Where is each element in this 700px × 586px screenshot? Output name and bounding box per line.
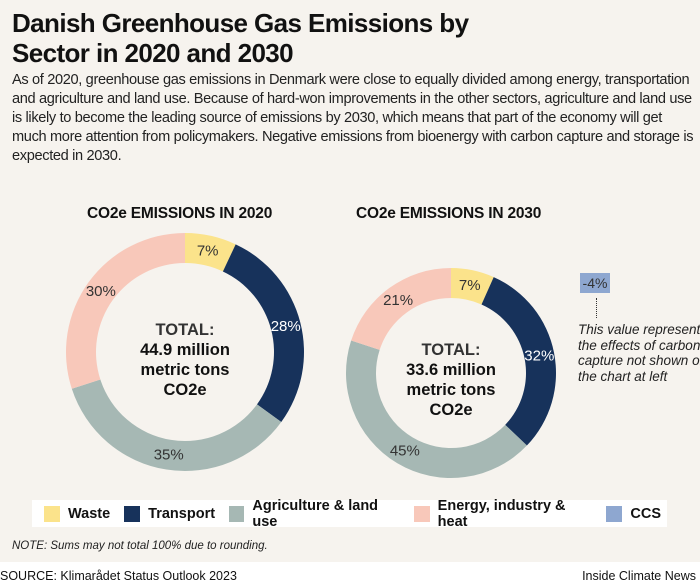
intro-text: As of 2020, greenhouse gas emissions in … <box>12 72 694 164</box>
legend-label: Transport <box>148 505 216 522</box>
legend: Waste Transport Agriculture & land use Ener… <box>32 498 667 530</box>
total-label: TOTAL: <box>155 321 215 339</box>
legend-swatch <box>414 505 430 522</box>
legend-swatch <box>44 505 60 522</box>
ccs-value-box: -4% <box>580 273 610 293</box>
legend-item-agriculture-land-use: Agriculture & land use <box>229 498 400 530</box>
page-title: Danish Greenhouse Gas Emissions by Secto… <box>12 8 469 68</box>
segment-label-agriculture-land-use: 45% <box>390 442 420 459</box>
donut-segment-energy-industry-heat <box>65 233 185 389</box>
total-unit: metric tons <box>140 361 230 379</box>
ccs-dotted-leader <box>596 298 597 318</box>
legend-label: Waste <box>68 505 111 522</box>
legend-swatch <box>124 505 141 522</box>
segment-label-energy-industry-heat: 30% <box>86 283 116 300</box>
total-2030: TOTAL: 33.6 million metric tons CO2e <box>371 340 531 420</box>
footnote: NOTE: Sums may not total 100% due to rou… <box>12 540 268 552</box>
legend-item-energy-industry-heat: Energy, industry & heat <box>414 498 592 530</box>
segment-label-agriculture-land-use: 35% <box>154 447 184 464</box>
segment-label-energy-industry-heat: 21% <box>383 292 413 309</box>
chart-title-2030: CO2e EMISSIONS IN 2030 <box>356 205 542 222</box>
total-unit-gas: CO2e <box>163 381 207 399</box>
legend-item-waste: Waste <box>44 505 111 522</box>
legend-label: Energy, industry & heat <box>437 497 566 530</box>
legend-label: CCS <box>630 505 661 522</box>
total-value: 33.6 million <box>406 361 496 379</box>
legend-swatch <box>229 505 245 522</box>
legend-item-transport: Transport <box>124 505 216 522</box>
legend-swatch <box>606 505 623 522</box>
credit: Inside Climate News <box>582 569 696 583</box>
donut-segment-transport <box>481 277 557 446</box>
donut-segment-energy-industry-heat <box>351 268 451 350</box>
donut-segment-waste <box>451 268 494 305</box>
ccs-note: This value represents the effects of car… <box>578 322 700 384</box>
chart-title-2020: CO2e EMISSIONS IN 2020 <box>87 205 273 222</box>
legend-label: Agriculture & land use <box>252 497 379 530</box>
legend-item-ccs: CCS <box>606 505 661 522</box>
total-2020: TOTAL: 44.9 million metric tons CO2e <box>105 320 265 400</box>
donut-segment-agriculture-land-use <box>346 340 527 478</box>
donut-segment-agriculture-land-use <box>71 379 282 472</box>
segment-label-transport: 32% <box>524 348 554 365</box>
total-value: 44.9 million <box>140 341 230 359</box>
total-label: TOTAL: <box>421 341 481 359</box>
segment-label-waste: 7% <box>197 243 219 260</box>
source: SOURCE: Klimarådet Status Outlook 2023 <box>0 569 237 583</box>
donut-charts: 7% 28% 35% 30% 7% 32% 45% 21% <box>65 233 557 478</box>
donut-segment-transport <box>222 244 304 422</box>
donut-segment-waste <box>185 233 236 272</box>
total-unit-gas: CO2e <box>429 401 473 419</box>
segment-label-transport: 28% <box>271 318 301 335</box>
segment-label-waste: 7% <box>459 277 481 294</box>
total-unit: metric tons <box>406 381 496 399</box>
